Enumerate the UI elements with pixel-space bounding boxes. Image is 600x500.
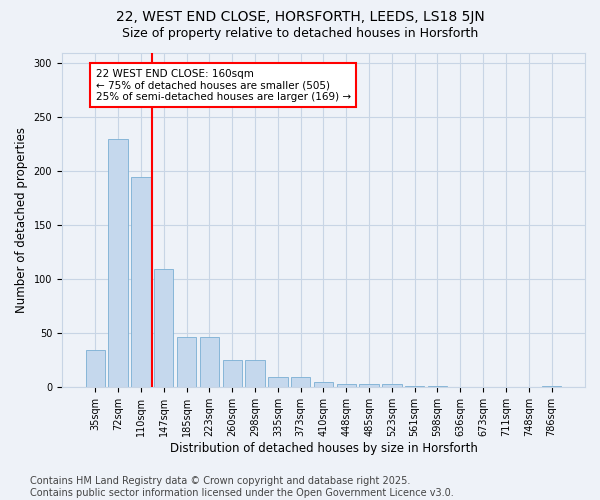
Text: 22, WEST END CLOSE, HORSFORTH, LEEDS, LS18 5JN: 22, WEST END CLOSE, HORSFORTH, LEEDS, LS… (116, 10, 484, 24)
Bar (291, 376, 310, 388)
Bar (109, 139, 128, 388)
Bar (359, 384, 379, 388)
Bar (428, 386, 447, 388)
Y-axis label: Number of detached properties: Number of detached properties (15, 127, 28, 313)
Bar (223, 360, 242, 388)
Text: Contains HM Land Registry data © Crown copyright and database right 2025.
Contai: Contains HM Land Registry data © Crown c… (30, 476, 454, 498)
X-axis label: Distribution of detached houses by size in Horsforth: Distribution of detached houses by size … (170, 442, 478, 455)
Bar (542, 386, 561, 388)
Bar (314, 382, 333, 388)
Bar (382, 384, 401, 388)
Text: 22 WEST END CLOSE: 160sqm
← 75% of detached houses are smaller (505)
25% of semi: 22 WEST END CLOSE: 160sqm ← 75% of detac… (95, 68, 351, 102)
Bar (268, 376, 287, 388)
Bar (177, 336, 196, 388)
Bar (86, 350, 105, 388)
Bar (131, 176, 151, 388)
Bar (337, 384, 356, 388)
Bar (200, 336, 219, 388)
Text: Size of property relative to detached houses in Horsforth: Size of property relative to detached ho… (122, 28, 478, 40)
Bar (154, 268, 173, 388)
Bar (245, 360, 265, 388)
Bar (405, 386, 424, 388)
